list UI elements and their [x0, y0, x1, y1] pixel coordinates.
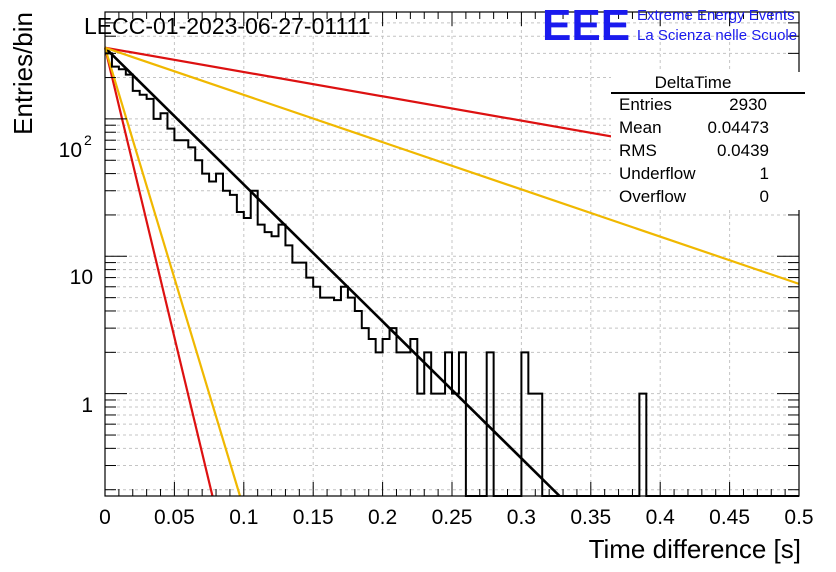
tick-layer: 0 0.05 0.1 0.15 0.2 0.25 0.3 0.35 0.4 0.45 0.5	[99, 11, 814, 529]
stats-value-rms: 0.0439	[717, 141, 769, 160]
fit-line-3	[103, 47, 214, 497]
x-tick-label: 0.15	[293, 506, 334, 529]
stats-value-underflow: 1	[760, 164, 769, 183]
x-tick-label: 0.5	[784, 506, 813, 529]
logo-line-1: Extreme Energy Events	[637, 7, 795, 24]
fit-line-4	[103, 47, 242, 497]
stats-box-title: DeltaTime	[655, 73, 732, 92]
fit-line-2	[104, 46, 800, 285]
stats-label-rms: RMS	[619, 141, 657, 160]
x-tick-label: 0.4	[646, 506, 676, 529]
chart-title: LECC-01-2023-06-27-01111	[84, 13, 370, 39]
y-axis-label: Entries/bin	[8, 12, 38, 135]
x-tick-label: 0	[99, 506, 111, 529]
eee-logo-mark: EEE	[542, 1, 630, 50]
stats-label-underflow: Underflow	[619, 164, 696, 183]
y-tick-label-10: 10	[70, 266, 93, 289]
stats-label-mean: Mean	[619, 118, 662, 137]
stats-label-entries: Entries	[619, 95, 672, 114]
stats-box-background	[611, 72, 805, 210]
x-tick-label: 0.2	[368, 506, 397, 529]
x-tick-label: 0.1	[229, 506, 258, 529]
stats-value-mean: 0.04473	[708, 118, 769, 137]
logo-line-2: La Scienza nelle Scuole	[637, 27, 797, 44]
y-tick-label-1: 1	[81, 394, 93, 417]
y-tick-label-100-exponent: 2	[84, 132, 92, 148]
x-tick-label: 0.25	[432, 506, 473, 529]
x-tick-label: 0.05	[154, 506, 195, 529]
x-tick-label: 0.35	[570, 506, 611, 529]
stats-box: DeltaTime Entries 2930 Mean 0.04473 RMS …	[611, 72, 805, 210]
x-tick-label: 0.45	[709, 506, 750, 529]
x-axis-label: Time difference [s]	[589, 534, 801, 564]
stats-value-overflow: 0	[760, 187, 769, 206]
stats-value-entries: 2930	[729, 95, 767, 114]
x-tick-label: 0.3	[507, 506, 536, 529]
fit-line-0	[104, 46, 561, 497]
stats-label-overflow: Overflow	[619, 187, 687, 206]
y-tick-label-100-base: 10	[59, 139, 82, 162]
